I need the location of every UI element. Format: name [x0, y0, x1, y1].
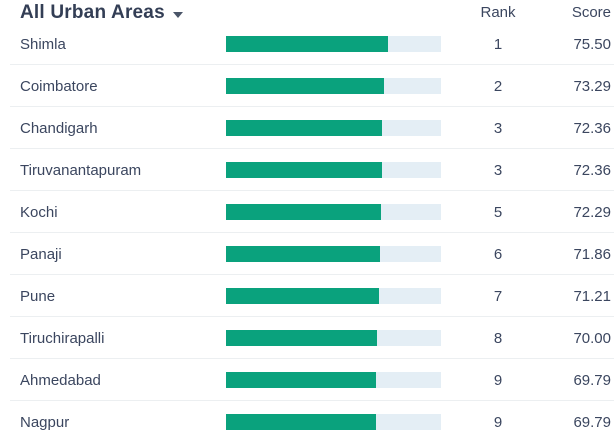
score-bar-fill — [226, 204, 382, 220]
table-row[interactable]: Coimbatore 2 73.29 — [0, 65, 614, 107]
score-value: 69.79 — [573, 413, 611, 431]
score-column-header: Score — [571, 4, 611, 21]
chevron-down-icon — [172, 11, 183, 18]
city-label: Nagpur — [20, 413, 70, 431]
score-bar — [226, 372, 441, 388]
city-label: Tiruvanantapuram — [20, 161, 142, 179]
score-bar-track — [226, 330, 441, 346]
score-bar-fill — [226, 330, 377, 346]
score-bar-fill — [226, 162, 382, 178]
score-value: 70.00 — [573, 329, 611, 347]
score-bar-fill — [226, 414, 377, 430]
score-bar — [226, 414, 441, 430]
city-label: Panaji — [20, 245, 62, 263]
table-header: All Urban Areas Rank Score — [0, 0, 614, 23]
row-separator — [10, 106, 614, 107]
table-row[interactable]: Panaji 6 71.86 — [0, 233, 614, 275]
score-bar-fill — [226, 36, 389, 52]
score-bar-track — [226, 36, 441, 52]
table-row[interactable]: Kochi 5 72.29 — [0, 191, 614, 233]
score-bar — [226, 162, 441, 178]
area-filter-dropdown[interactable]: All Urban Areas — [0, 3, 441, 23]
table-row[interactable]: Pune 7 71.21 — [0, 275, 614, 317]
row-separator — [10, 148, 614, 149]
score-bar-fill — [226, 246, 381, 262]
score-value: 72.36 — [573, 161, 611, 179]
score-bar — [226, 36, 441, 52]
score-bar — [226, 204, 441, 220]
rank-value: 3 — [493, 161, 503, 179]
score-value: 72.29 — [573, 203, 611, 221]
rank-value: 9 — [493, 371, 503, 389]
row-separator — [10, 190, 614, 191]
table-row[interactable]: Chandigarh 3 72.36 — [0, 107, 614, 149]
score-bar — [226, 246, 441, 262]
score-bar-track — [226, 162, 441, 178]
score-value: 71.21 — [573, 287, 611, 305]
row-separator — [10, 358, 614, 359]
score-bar-fill — [226, 372, 377, 388]
table-row[interactable]: Nagpur 9 69.79 — [0, 401, 614, 443]
city-label: Ahmedabad — [20, 371, 101, 389]
score-bar-track — [226, 372, 441, 388]
score-bar — [226, 330, 441, 346]
score-bar-track — [226, 288, 441, 304]
city-label: Pune — [20, 287, 56, 305]
score-value: 72.36 — [573, 119, 611, 137]
score-bar — [226, 78, 441, 94]
ranking-rows: Shimla 1 75.50 Coimbatore 2 73.29 Chandi… — [0, 23, 614, 443]
score-value: 75.50 — [573, 35, 611, 53]
row-separator — [10, 64, 614, 65]
row-separator — [10, 274, 614, 275]
score-bar-track — [226, 204, 441, 220]
score-bar-track — [226, 414, 441, 430]
city-label: Tiruchirapalli — [20, 329, 105, 347]
score-value: 73.29 — [573, 77, 611, 95]
table-row[interactable]: Shimla 1 75.50 — [0, 23, 614, 65]
score-value: 69.79 — [573, 371, 611, 389]
city-label: Coimbatore — [20, 77, 98, 95]
rank-value: 9 — [493, 413, 503, 431]
score-bar-fill — [226, 120, 382, 136]
score-bar-fill — [226, 78, 384, 94]
table-row[interactable]: Tiruchirapalli 8 70.00 — [0, 317, 614, 359]
city-label: Kochi — [20, 203, 58, 221]
score-bar-fill — [226, 288, 380, 304]
table-row[interactable]: Tiruvanantapuram 3 72.36 — [0, 149, 614, 191]
area-filter-label: All Urban Areas — [20, 2, 165, 23]
row-separator — [10, 316, 614, 317]
score-bar — [226, 120, 441, 136]
city-label: Shimla — [20, 35, 66, 53]
rank-value: 3 — [493, 119, 503, 137]
rank-value: 8 — [493, 329, 503, 347]
rank-value: 1 — [493, 35, 503, 53]
rank-value: 5 — [493, 203, 503, 221]
rank-value: 7 — [493, 287, 503, 305]
table-row[interactable]: Ahmedabad 9 69.79 — [0, 359, 614, 401]
row-separator — [10, 400, 614, 401]
score-bar-track — [226, 78, 441, 94]
score-bar — [226, 288, 441, 304]
score-bar-track — [226, 246, 441, 262]
rank-column-header: Rank — [480, 4, 516, 21]
score-value: 71.86 — [573, 245, 611, 263]
score-bar-track — [226, 120, 441, 136]
rank-value: 2 — [493, 77, 503, 95]
row-separator — [10, 232, 614, 233]
rank-value: 6 — [493, 245, 503, 263]
city-label: Chandigarh — [20, 119, 98, 137]
